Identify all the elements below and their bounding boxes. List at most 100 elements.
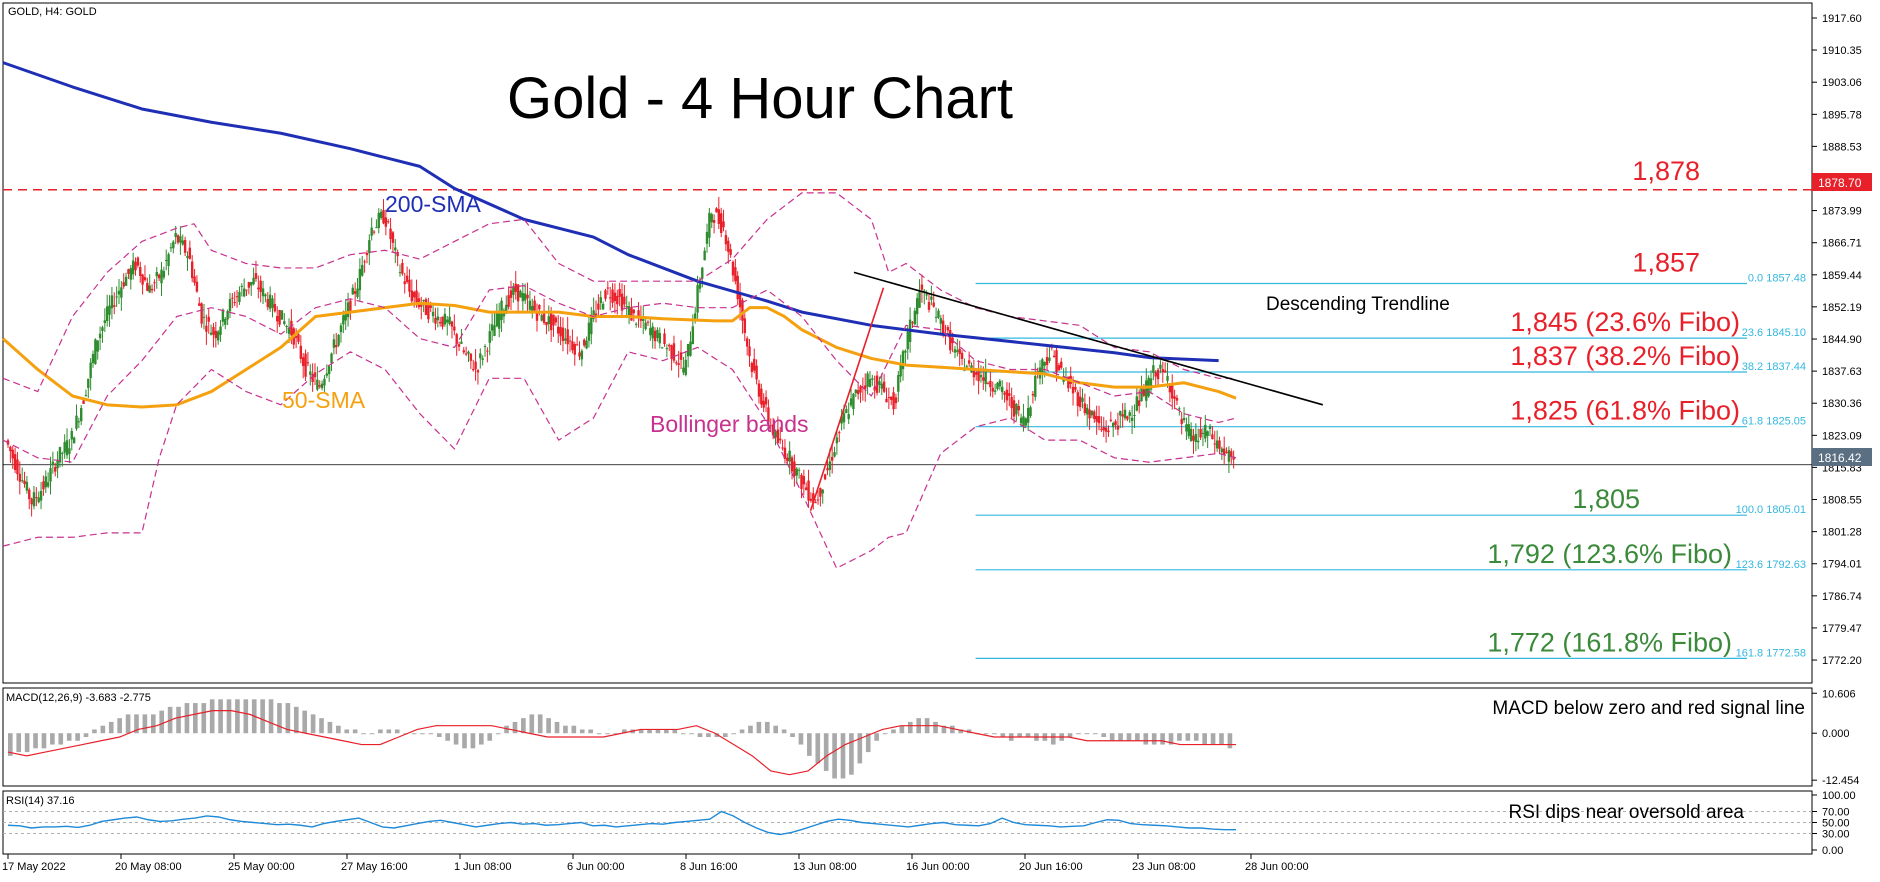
candle: [278, 309, 281, 328]
candle-body: [294, 335, 298, 338]
candle-body: [1222, 448, 1226, 455]
candle-body: [113, 305, 116, 307]
candle-body: [996, 382, 999, 390]
candle: [864, 373, 867, 402]
candle-body: [131, 260, 135, 275]
candle: [96, 340, 99, 360]
candle-body: [1067, 376, 1070, 389]
macd-histogram-bar: [823, 733, 829, 771]
candle: [309, 364, 312, 386]
candle: [44, 470, 47, 494]
candle-body: [668, 344, 671, 347]
candle-body: [949, 329, 952, 351]
candle-body: [254, 273, 258, 279]
macd-histogram-bar: [807, 733, 812, 756]
candle-body: [906, 331, 909, 350]
candle-body: [207, 316, 210, 322]
candle-body: [767, 407, 770, 423]
candle-body: [323, 378, 326, 386]
macd-histogram-bar: [857, 733, 863, 764]
candle-body: [56, 460, 59, 469]
candle-body: [878, 381, 881, 385]
macd-histogram-bar: [361, 733, 366, 735]
candle: [167, 252, 170, 276]
candle: [1154, 370, 1157, 388]
candle-body: [913, 310, 917, 325]
candle-body: [821, 489, 824, 494]
candle: [375, 219, 378, 229]
candle-body: [634, 323, 638, 325]
macd-histogram-bar: [697, 733, 703, 737]
candle-body: [606, 287, 610, 289]
candle-body: [110, 295, 114, 309]
candle-body: [1024, 418, 1028, 426]
candle-body: [160, 269, 163, 284]
candle: [887, 387, 891, 410]
candle-body: [37, 497, 40, 503]
candle: [904, 349, 907, 365]
candle: [131, 252, 135, 280]
candle-body: [760, 388, 763, 405]
candle-body: [155, 272, 158, 277]
candle-body: [649, 328, 652, 336]
candle-body: [585, 340, 588, 349]
candle-body: [849, 398, 853, 406]
candle-body: [488, 331, 491, 343]
candle-body: [51, 461, 55, 466]
candle: [219, 319, 222, 342]
candle: [370, 217, 373, 241]
candle-body: [675, 362, 678, 364]
candle: [240, 283, 243, 297]
candle: [724, 230, 728, 252]
candle-body: [122, 282, 125, 287]
y-tick-label: 1794.01: [1822, 559, 1862, 571]
candle: [712, 214, 716, 234]
macd-histogram-bar: [790, 733, 795, 737]
candle: [984, 358, 987, 392]
candle-body: [930, 296, 933, 300]
candle: [1201, 427, 1205, 447]
candle: [1204, 414, 1207, 443]
candle: [604, 288, 607, 302]
candle-body: [1230, 451, 1233, 457]
candle: [28, 487, 31, 510]
candle: [481, 355, 484, 366]
candle-body: [434, 317, 437, 324]
candle-body: [1130, 417, 1134, 421]
candle: [526, 282, 529, 312]
candle-body: [554, 317, 558, 323]
candle: [547, 305, 550, 332]
candle-body: [28, 489, 31, 500]
candle-body: [61, 452, 64, 454]
candle-body: [146, 282, 149, 291]
candle-body: [228, 299, 232, 312]
candle-body: [1194, 433, 1198, 442]
candle: [224, 317, 227, 330]
candle: [1060, 357, 1063, 370]
candle-body: [467, 351, 470, 354]
candle: [1130, 405, 1134, 435]
candle-body: [327, 366, 331, 375]
candle: [486, 347, 489, 363]
candle-body: [724, 235, 728, 245]
macd-histogram-bar: [1202, 733, 1207, 745]
candle: [1128, 409, 1131, 423]
candle: [949, 321, 952, 355]
candle: [193, 269, 196, 286]
candle-body: [977, 369, 980, 382]
candle-body: [696, 285, 699, 313]
candle: [587, 315, 591, 348]
candle-body: [483, 346, 487, 348]
macd-histogram-bar: [302, 710, 308, 734]
candle-body: [594, 313, 598, 317]
candle-body: [162, 271, 166, 278]
candle-body: [472, 369, 475, 371]
candle-body: [755, 365, 758, 380]
candle: [18, 461, 22, 495]
candle-body: [1166, 375, 1169, 381]
candle: [46, 472, 50, 489]
candle-body: [852, 393, 855, 410]
candle: [325, 364, 329, 379]
macd-histogram-bar: [596, 733, 602, 735]
candle: [601, 301, 605, 311]
